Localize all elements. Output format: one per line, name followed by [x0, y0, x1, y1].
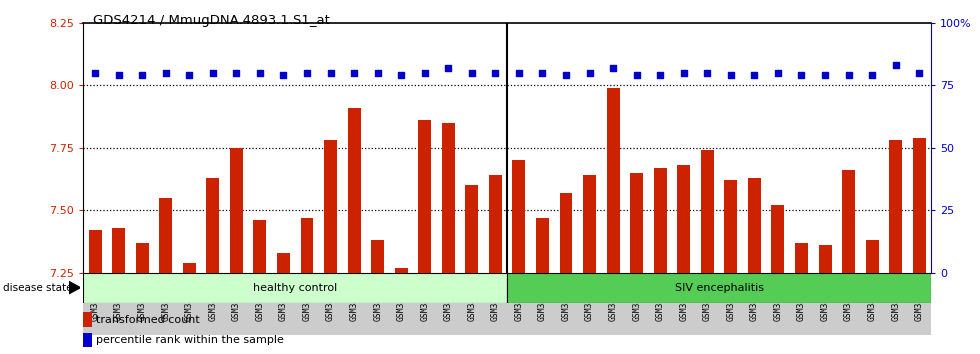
Bar: [395, 268, 408, 273]
Bar: [842, 170, 856, 273]
Bar: [701, 150, 713, 273]
Point: [252, 70, 268, 76]
Point: [158, 70, 173, 76]
Bar: [301, 218, 314, 273]
Bar: [818, 245, 831, 273]
Bar: [83, 273, 508, 303]
Bar: [630, 173, 643, 273]
Point: [205, 70, 220, 76]
Point: [322, 70, 338, 76]
Bar: [489, 175, 502, 273]
Bar: [795, 242, 808, 273]
Bar: [159, 198, 172, 273]
Bar: [466, 185, 478, 273]
Bar: [254, 220, 267, 273]
Point: [181, 73, 197, 78]
Point: [464, 70, 479, 76]
Bar: [135, 242, 149, 273]
Point: [440, 65, 456, 71]
Point: [393, 73, 409, 78]
Bar: [654, 168, 666, 273]
Point: [416, 70, 432, 76]
Bar: [865, 240, 879, 273]
Bar: [83, 312, 92, 327]
Bar: [442, 123, 455, 273]
Bar: [560, 193, 572, 273]
Bar: [771, 205, 784, 273]
Point: [864, 73, 880, 78]
Bar: [112, 228, 125, 273]
Bar: [889, 140, 903, 273]
Text: disease state: disease state: [3, 282, 73, 293]
Point: [676, 70, 692, 76]
Point: [559, 73, 574, 78]
Bar: [348, 108, 361, 273]
Text: SIV encephalitis: SIV encephalitis: [674, 282, 763, 293]
Text: GDS4214 / MmugDNA.4893.1.S1_at: GDS4214 / MmugDNA.4893.1.S1_at: [93, 14, 330, 27]
Text: percentile rank within the sample: percentile rank within the sample: [96, 335, 284, 345]
Bar: [724, 180, 737, 273]
Bar: [324, 140, 337, 273]
Bar: [536, 218, 549, 273]
Point: [512, 70, 527, 76]
Bar: [583, 175, 596, 273]
Point: [841, 73, 857, 78]
Bar: [207, 178, 220, 273]
Point: [888, 63, 904, 68]
Point: [723, 73, 739, 78]
Text: healthy control: healthy control: [253, 282, 337, 293]
Bar: [418, 120, 431, 273]
Point: [653, 73, 668, 78]
Point: [299, 70, 315, 76]
Bar: [230, 148, 243, 273]
Point: [911, 70, 927, 76]
Bar: [677, 165, 690, 273]
Point: [700, 70, 715, 76]
Point: [817, 73, 833, 78]
Point: [770, 70, 786, 76]
Point: [369, 70, 385, 76]
Bar: [748, 178, 760, 273]
Text: transformed count: transformed count: [96, 315, 200, 325]
Bar: [508, 273, 931, 303]
Point: [487, 70, 503, 76]
Point: [275, 73, 291, 78]
Bar: [88, 230, 102, 273]
Polygon shape: [69, 281, 80, 294]
Point: [747, 73, 762, 78]
Bar: [277, 253, 290, 273]
Point: [228, 70, 244, 76]
Point: [629, 73, 645, 78]
Bar: [371, 240, 384, 273]
Point: [535, 70, 551, 76]
Bar: [83, 333, 92, 348]
Point: [794, 73, 809, 78]
Point: [606, 65, 621, 71]
Point: [111, 73, 126, 78]
Point: [134, 73, 150, 78]
Bar: [183, 263, 196, 273]
Bar: [513, 160, 525, 273]
Point: [582, 70, 598, 76]
Bar: [912, 138, 926, 273]
Point: [87, 70, 103, 76]
Bar: [607, 88, 619, 273]
Point: [346, 70, 362, 76]
